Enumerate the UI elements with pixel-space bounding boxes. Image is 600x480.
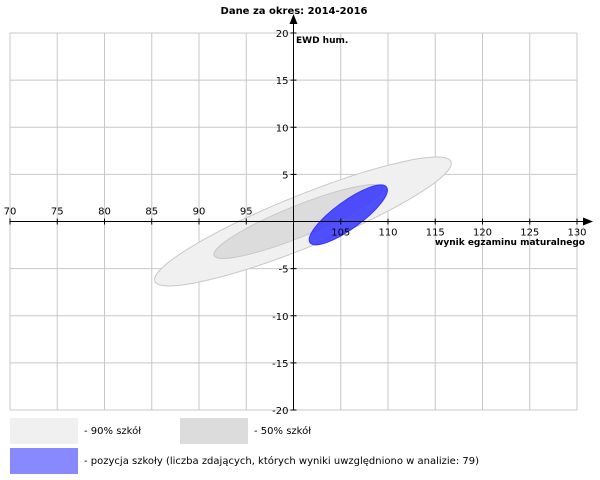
x-tick-label: 75	[51, 207, 64, 218]
y-tick-label: -20	[272, 406, 288, 417]
x-tick-label: 95	[240, 207, 253, 218]
y-tick-labels: 20 15 10 5 -5 -10 -15 -20	[272, 29, 288, 417]
y-tick-label: -15	[272, 359, 288, 370]
x-tick-label: 85	[145, 207, 158, 218]
y-tick-label: -10	[272, 312, 288, 323]
x-tick-label: 110	[378, 228, 397, 239]
x-tick-label: 130	[567, 228, 586, 239]
y-axis-arrow	[289, 14, 298, 24]
chart-title: Dane za okres: 2014-2016	[221, 6, 368, 17]
x-tick-label: 80	[98, 207, 111, 218]
y-tick-label: -5	[279, 265, 289, 276]
axes	[9, 14, 593, 411]
x-tick-label: 70	[4, 207, 17, 218]
x-axis-arrow	[583, 217, 593, 226]
legend-label-2: - 50% szkół	[254, 425, 311, 437]
legend-label-3: - pozycja szkoły (liczba zdających, któr…	[84, 455, 479, 467]
legend-swatch-1	[10, 418, 78, 444]
y-tick-label: 15	[276, 76, 289, 87]
y-tick-label: 10	[276, 123, 289, 134]
legend-label-1: - 90% szkół	[84, 425, 141, 437]
y-tick-label: 20	[276, 29, 289, 40]
legend: - 90% szkół - 50% szkół - pozycja szkoły (…	[10, 418, 479, 474]
legend-swatch-3	[10, 448, 78, 474]
x-tick-labels: 70 75 80 85 90 95 105 110 115 120 125 130	[4, 207, 587, 239]
x-tick-label: 115	[426, 228, 445, 239]
x-tick-label: 105	[331, 228, 350, 239]
x-axis-title: wynik egzaminu maturalnego	[435, 238, 585, 248]
y-tick-label: 5	[282, 170, 288, 181]
legend-swatch-2	[180, 418, 248, 444]
ellipse-school	[308, 184, 388, 246]
y-axis-title: EWD hum.	[296, 36, 348, 46]
x-tick-label: 90	[193, 207, 206, 218]
x-tick-label: 125	[520, 228, 539, 239]
x-tick-label: 120	[473, 228, 492, 239]
